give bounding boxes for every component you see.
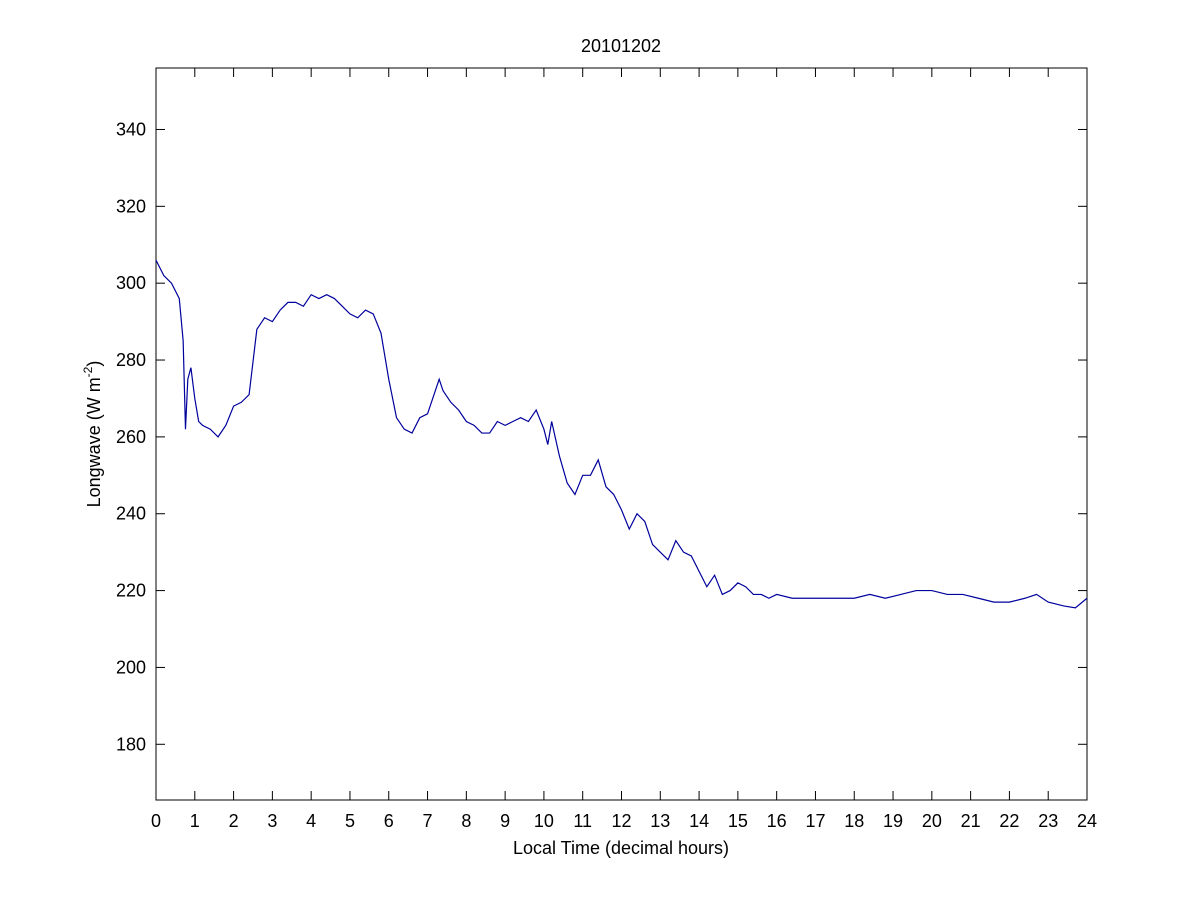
x-tick-label: 23 <box>1038 811 1058 831</box>
x-tick-label: 10 <box>534 811 554 831</box>
x-tick-label: 0 <box>151 811 161 831</box>
x-tick-label: 4 <box>306 811 316 831</box>
y-tick-label: 220 <box>116 581 146 601</box>
x-tick-label: 3 <box>267 811 277 831</box>
x-tick-label: 1 <box>190 811 200 831</box>
y-axis-label-main: Longwave (W m <box>84 377 104 507</box>
x-axis-label: Local Time (decimal hours) <box>513 838 729 858</box>
y-tick-label: 180 <box>116 734 146 754</box>
x-tick-label: 15 <box>728 811 748 831</box>
x-tick-label: 19 <box>883 811 903 831</box>
y-tick-label: 340 <box>116 119 146 139</box>
x-tick-label: 5 <box>345 811 355 831</box>
x-tick-label: 6 <box>384 811 394 831</box>
data-line <box>155 259 1088 609</box>
y-tick-label: 200 <box>116 657 146 677</box>
x-tick-label: 13 <box>650 811 670 831</box>
x-tick-label: 20 <box>922 811 942 831</box>
chart-title: 20101202 <box>581 36 661 56</box>
x-tick-label: 12 <box>611 811 631 831</box>
y-tick-label: 300 <box>116 273 146 293</box>
x-tick-label: 18 <box>844 811 864 831</box>
y-axis-label-end: ) <box>84 361 104 367</box>
y-tick-label: 260 <box>116 427 146 447</box>
x-tick-label: 17 <box>805 811 825 831</box>
y-tick-label: 320 <box>116 196 146 216</box>
x-tick-label: 11 <box>573 811 592 831</box>
y-tick-label: 240 <box>116 504 146 524</box>
y-axis-label-sup: -2 <box>81 366 95 377</box>
x-tick-label: 22 <box>999 811 1019 831</box>
x-tick-label: 9 <box>500 811 510 831</box>
x-tick-label: 21 <box>961 811 981 831</box>
x-tick-label: 14 <box>689 811 709 831</box>
x-tick-label: 24 <box>1077 811 1097 831</box>
x-tick-label: 8 <box>461 811 471 831</box>
x-tick-label: 2 <box>229 811 239 831</box>
y-tick-label: 280 <box>116 350 146 370</box>
x-tick-label: 16 <box>767 811 787 831</box>
y-axis-label: Longwave (W m-2) <box>81 361 104 508</box>
x-tick-label: 7 <box>423 811 433 831</box>
